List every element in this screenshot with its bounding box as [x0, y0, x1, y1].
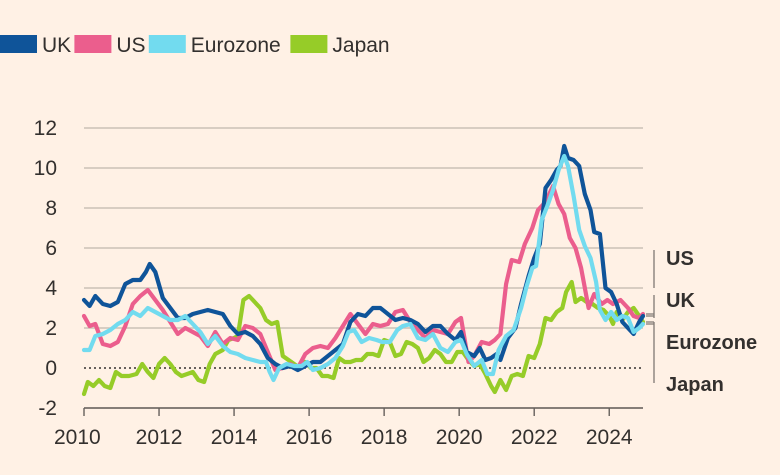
end-label-group-us: US: [646, 248, 694, 315]
series-line-japan: [81, 279, 646, 397]
y-tick-8: 8: [45, 197, 57, 220]
x-tick-2022: 2022: [511, 426, 558, 449]
x-tick-2016: 2016: [286, 426, 333, 449]
end-label-group-eurozone: Eurozone: [646, 322, 757, 354]
legend-swatch-eurozone: [148, 35, 186, 53]
y-tick-10: 10: [34, 157, 57, 180]
y-tick--2: -2: [38, 397, 57, 420]
legend-item-japan: Japan: [290, 34, 390, 57]
legend-item-uk: UK: [0, 34, 71, 57]
end-label-connector-us: [646, 250, 655, 315]
legend: UK US Eurozone Japan: [0, 34, 390, 57]
end-label-group-uk: UK: [646, 290, 695, 318]
legend-item-eurozone: Eurozone: [148, 34, 281, 57]
x-axis-tick-labels: 2010 2012 2014 2016 2018 2020 2022 2024: [54, 426, 633, 449]
legend-swatch-japan: [290, 35, 328, 53]
legend-swatch-uk: [0, 35, 37, 53]
legend-label-japan: Japan: [332, 34, 389, 57]
end-label-connector-japan: [646, 321, 655, 383]
end-label-us: US: [666, 248, 694, 270]
y-tick-4: 4: [45, 277, 57, 300]
end-label-connector-uk: [646, 295, 655, 318]
y-tick-6: 6: [45, 237, 57, 260]
series-line-eurozone: [81, 153, 646, 383]
legend-item-us: US: [74, 34, 146, 57]
gridlines: [84, 127, 643, 409]
series-line-us: [81, 183, 646, 373]
end-label-eurozone: Eurozone: [666, 332, 757, 354]
legend-swatch-us: [74, 35, 112, 53]
legend-label-eurozone: Eurozone: [191, 34, 281, 57]
y-tick-0: 0: [45, 357, 57, 380]
y-tick-12: 12: [34, 117, 57, 140]
end-label-connector-eurozone: [646, 322, 655, 340]
x-tick-2012: 2012: [136, 426, 183, 449]
x-tick-2024: 2024: [586, 426, 633, 449]
x-tick-2018: 2018: [361, 426, 408, 449]
y-tick-2: 2: [45, 317, 57, 340]
end-label-group-japan: Japan: [646, 321, 724, 396]
series-lines: [81, 143, 646, 397]
x-tick-2010: 2010: [54, 426, 101, 449]
y-axis-tick-labels: -2 0 2 4 6 8 10 12: [34, 117, 58, 420]
x-axis: [83, 407, 643, 416]
series-line-uk: [81, 143, 646, 373]
legend-label-uk: UK: [42, 34, 71, 57]
end-label-uk: UK: [666, 290, 695, 312]
x-tick-2020: 2020: [436, 426, 483, 449]
end-label-japan: Japan: [666, 374, 724, 396]
legend-label-us: US: [116, 34, 145, 57]
x-tick-2014: 2014: [211, 426, 258, 449]
end-labels: US UK Eurozone Japan: [646, 248, 757, 396]
